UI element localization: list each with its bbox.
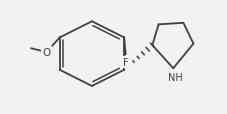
Text: O: O bbox=[42, 48, 51, 58]
Text: F: F bbox=[123, 57, 129, 67]
Text: NH: NH bbox=[168, 73, 183, 82]
